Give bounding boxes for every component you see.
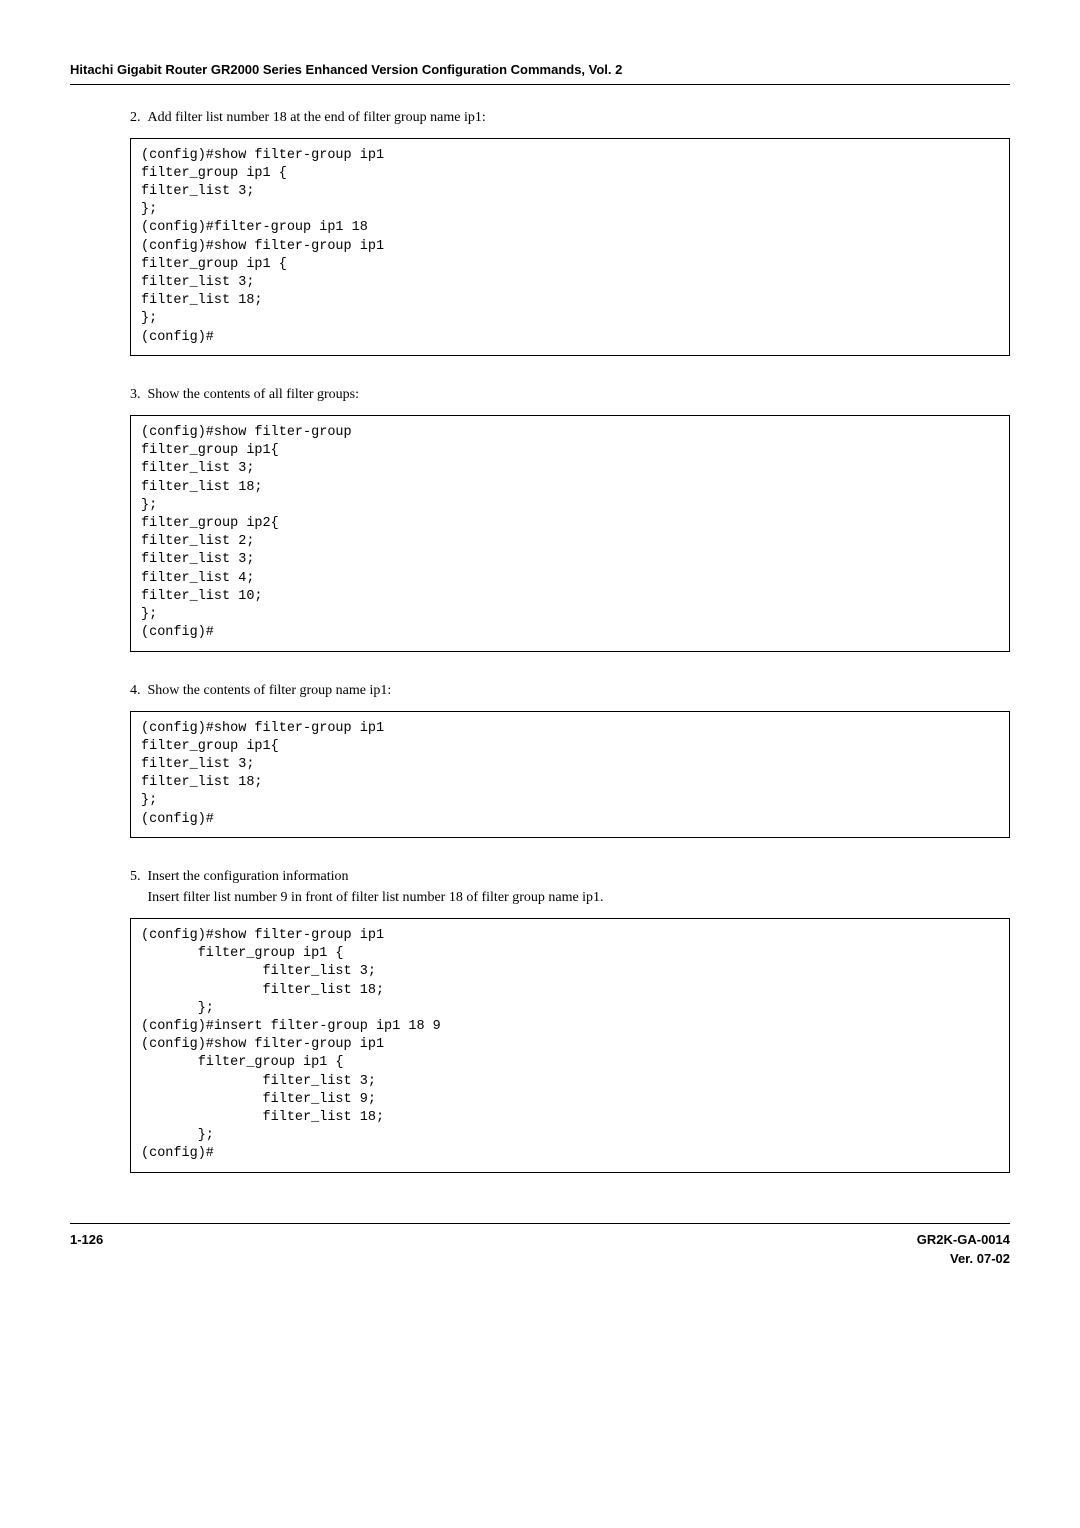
step-num: 5. (130, 869, 141, 884)
step-num: 2. (130, 110, 141, 125)
page-content: 2. Add filter list number 18 at the end … (70, 107, 1010, 1173)
footer-version: Ver. 07-02 (917, 1249, 1010, 1269)
step-2-text: 2. Add filter list number 18 at the end … (130, 107, 1010, 128)
footer-doc-info: GR2K-GA-0014 Ver. 07-02 (917, 1230, 1010, 1269)
code-block-3: (config)#show filter-group filter_group … (130, 415, 1010, 652)
step-desc: Add filter list number 18 at the end of … (148, 110, 486, 125)
step-5-text: 5. Insert the configuration information … (130, 866, 1010, 908)
step-desc: Show the contents of all filter groups: (148, 387, 360, 402)
code-block-5: (config)#show filter-group ip1 filter_gr… (130, 918, 1010, 1173)
footer-page-number: 1-126 (70, 1230, 103, 1269)
code-block-4: (config)#show filter-group ip1 filter_gr… (130, 711, 1010, 838)
step-num: 4. (130, 683, 141, 698)
step-desc-line1: Insert the configuration information (148, 869, 349, 884)
page-footer: 1-126 GR2K-GA-0014 Ver. 07-02 (70, 1223, 1010, 1269)
footer-doc-id: GR2K-GA-0014 (917, 1230, 1010, 1250)
step-desc-line2: Insert filter list number 9 in front of … (148, 890, 604, 905)
code-block-2: (config)#show filter-group ip1 filter_gr… (130, 138, 1010, 356)
step-4-text: 4. Show the contents of filter group nam… (130, 680, 1010, 701)
step-3-text: 3. Show the contents of all filter group… (130, 384, 1010, 405)
step-desc: Show the contents of filter group name i… (148, 683, 392, 698)
page-header: Hitachi Gigabit Router GR2000 Series Enh… (70, 60, 1010, 85)
step-num: 3. (130, 387, 141, 402)
